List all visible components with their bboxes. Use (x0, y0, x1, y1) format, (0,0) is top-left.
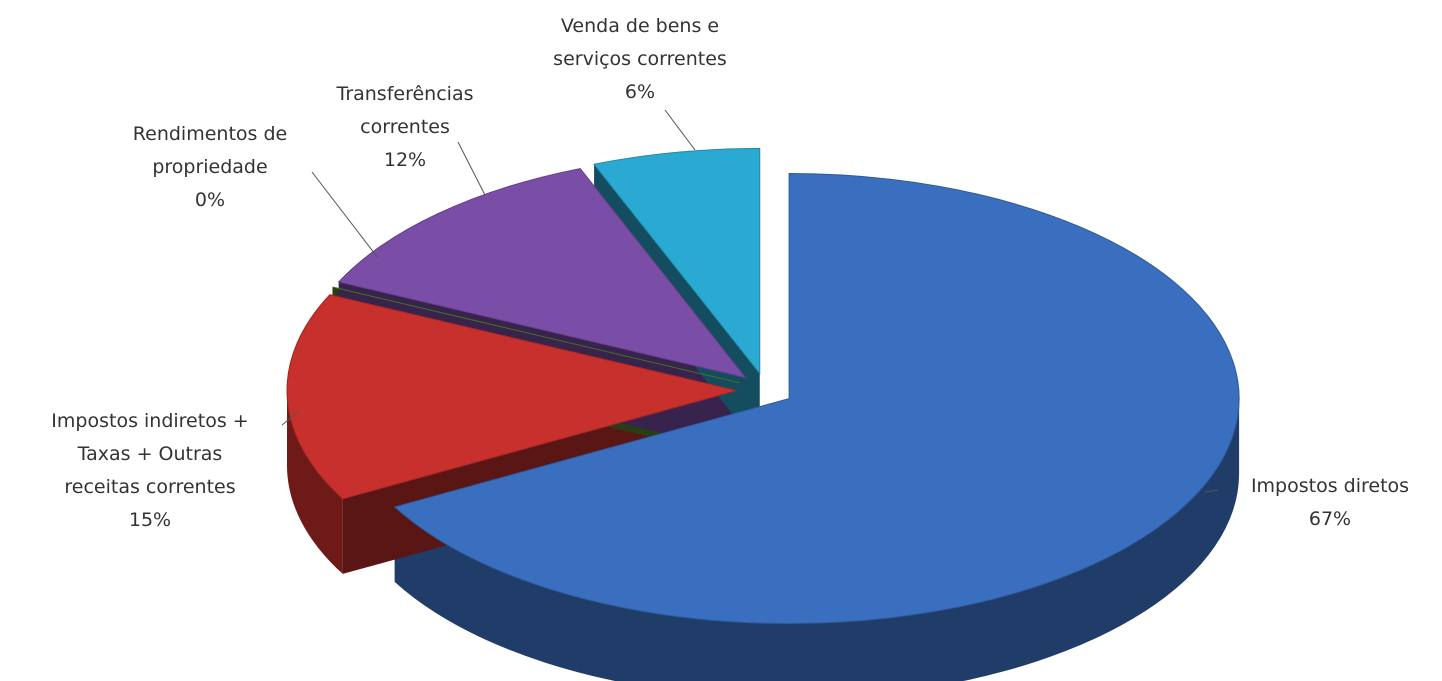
slice (393, 173, 1240, 625)
slice-label: Impostos indiretos + Taxas + Outras rece… (20, 405, 280, 537)
slice-label: Venda de bens e serviços correntes 6% (540, 10, 740, 109)
slice-name: Rendimentos de propriedade (132, 123, 288, 178)
leader-line (281, 411, 299, 426)
slice-side (394, 398, 1240, 681)
slice-name: Impostos indiretos + Taxas + Outras rece… (51, 410, 249, 498)
slice (593, 147, 761, 375)
leader-line (664, 109, 696, 151)
slice-label: Transferências correntes 12% (310, 78, 500, 177)
slice-name: Venda de bens e serviços correntes (553, 15, 727, 70)
leader-line (1204, 489, 1219, 493)
slice-label: Impostos diretos 67% (1210, 470, 1442, 536)
slice-value: 12% (383, 149, 427, 171)
slice (337, 168, 748, 379)
slice-label: Rendimentos de propriedade 0% (110, 118, 310, 217)
slice-value: 15% (128, 509, 172, 531)
leader-line (311, 171, 379, 259)
slice-side (287, 390, 343, 574)
slice-name: Impostos diretos (1250, 475, 1410, 497)
slice-value: 0% (194, 189, 226, 211)
leader-line (457, 141, 486, 196)
slice (286, 294, 738, 500)
slice (332, 286, 740, 384)
slice-value: 6% (624, 81, 656, 103)
slice-name: Transferências correntes (336, 83, 474, 138)
slice-value: 67% (1308, 508, 1352, 530)
